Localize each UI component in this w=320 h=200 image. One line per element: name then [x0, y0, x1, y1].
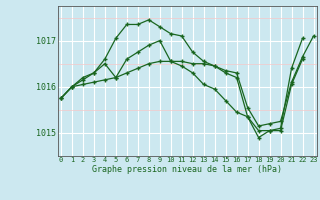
X-axis label: Graphe pression niveau de la mer (hPa): Graphe pression niveau de la mer (hPa) — [92, 165, 282, 174]
